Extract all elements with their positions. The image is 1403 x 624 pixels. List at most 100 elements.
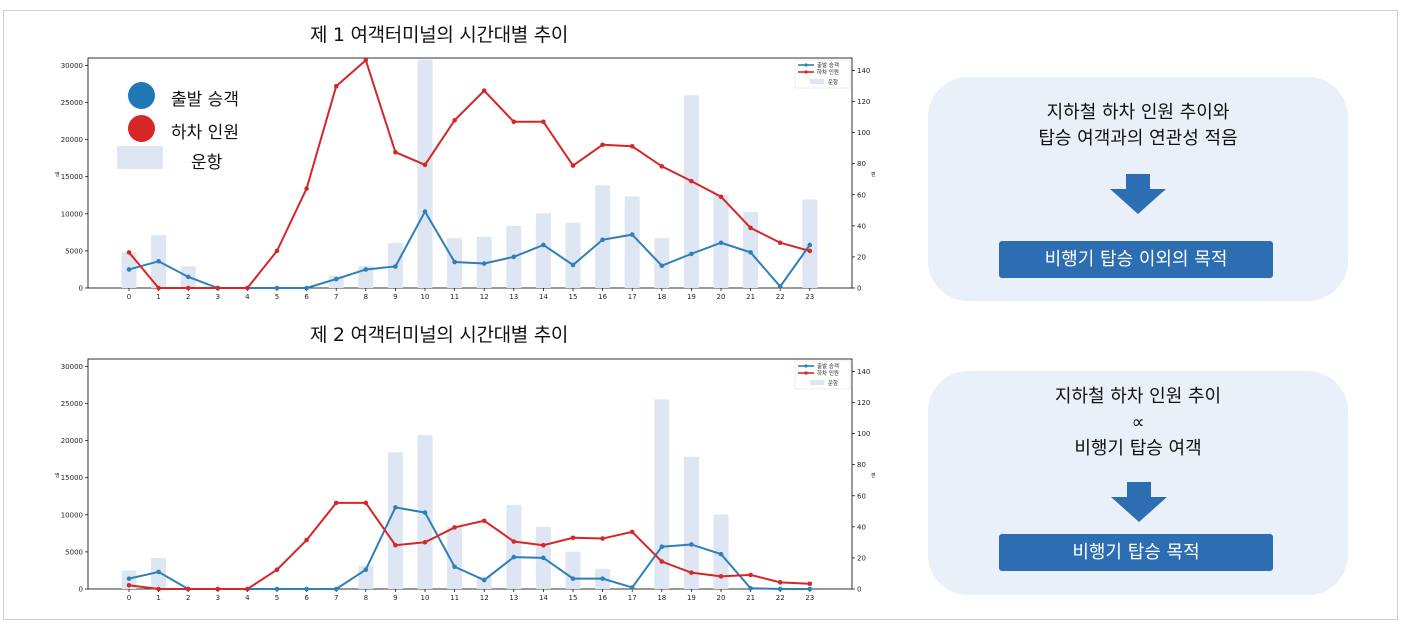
x-tick-label-18: 18	[657, 594, 666, 602]
point-출발 승객-7	[333, 276, 339, 282]
bar-flights-15	[565, 551, 581, 589]
y-tick-label-left: 10000	[61, 511, 83, 519]
series-line-하차 인원	[128, 501, 810, 590]
point-하차 인원-10	[422, 162, 428, 168]
point-하차 인원-19	[689, 570, 694, 575]
point-하차 인원-21	[748, 572, 753, 578]
insight-panel-1: 지하철 하차 인원 추이와 탑승 여객과의 연관성 적음 비행기 탑승 이외의 …	[928, 77, 1348, 301]
point-출발 승객-1	[156, 569, 161, 575]
y-tick-label-left: 15000	[61, 173, 83, 181]
y-tick-label-left: 20000	[61, 136, 83, 144]
point-하차 인원-3	[215, 586, 221, 592]
point-하차 인원-19	[689, 178, 694, 184]
y-tick-label-left: 30000	[61, 363, 83, 371]
y-tick-label-left: 30000	[61, 62, 83, 70]
point-하차 인원-23	[807, 248, 813, 254]
point-출발 승객-0	[126, 267, 132, 272]
point-출발 승객-22	[777, 586, 783, 592]
point-하차 인원-7	[333, 83, 339, 89]
x-tick-label-0: 0	[127, 594, 131, 602]
x-tick-label-17: 17	[628, 293, 637, 301]
point-출발 승객-10	[422, 209, 428, 214]
point-하차 인원-0	[126, 582, 132, 588]
chart-title-terminal-1: 제 1 여객터미널의 시간대별 추이	[310, 24, 569, 46]
point-하차 인원-17	[629, 143, 635, 149]
legend-label-하차 인원: 하차 인원	[817, 369, 839, 377]
point-하차 인원-16	[600, 142, 605, 148]
point-하차 인원-6	[304, 186, 309, 191]
x-tick-label-12: 12	[480, 594, 489, 602]
point-출발 승객-19	[689, 251, 694, 257]
point-출발 승객-15	[570, 262, 576, 268]
point-하차 인원-0	[126, 250, 132, 255]
point-출발 승객-18	[659, 263, 665, 269]
point-하차 인원-9	[393, 542, 398, 548]
bar-flights-13	[506, 505, 522, 589]
point-하차 인원-5	[274, 248, 280, 254]
point-출발 승객-9	[393, 505, 398, 510]
x-tick-label-17: 17	[628, 594, 637, 602]
y-axis-label-left: 명	[55, 171, 60, 178]
legend-label-출발 승객: 출발 승객	[817, 61, 839, 69]
x-tick-label-9: 9	[393, 594, 397, 602]
point-하차 인원-7	[333, 500, 339, 506]
y-tick-label-right: 60	[857, 191, 866, 199]
x-tick-label-16: 16	[598, 594, 607, 602]
y-tick-label-right: 40	[857, 222, 866, 230]
down-arrow-icon	[1110, 174, 1166, 214]
point-하차 인원-15	[570, 535, 576, 541]
x-tick-label-11: 11	[450, 594, 459, 602]
x-tick-label-10: 10	[421, 293, 430, 301]
y-tick-label-left: 25000	[61, 400, 83, 408]
series-line-출발 승객	[128, 506, 810, 590]
point-출발 승객-20	[718, 240, 724, 246]
point-출발 승객-13	[511, 554, 517, 560]
x-tick-label-21: 21	[746, 594, 755, 602]
x-tick-label-3: 3	[216, 594, 220, 602]
flights-legend-rect	[117, 146, 163, 169]
point-출발 승객-19	[689, 542, 694, 547]
y-tick-label-right: 40	[857, 523, 866, 531]
insight-panel-2: 지하철 하차 인원 추이 ∝ 비행기 탑승 여객 비행기 탑승 목적	[928, 371, 1348, 595]
point-출발 승객-1	[156, 258, 161, 264]
x-tick-label-5: 5	[275, 594, 279, 602]
x-tick-label-10: 10	[421, 594, 430, 602]
y-tick-label-left: 5000	[65, 247, 83, 255]
x-tick-label-7: 7	[334, 293, 338, 301]
point-하차 인원-13	[511, 119, 517, 125]
point-출발 승객-21	[748, 585, 753, 591]
x-tick-label-18: 18	[657, 293, 666, 301]
point-하차 인원-21	[748, 225, 753, 231]
point-하차 인원-4	[245, 586, 250, 592]
point-출발 승객-8	[363, 567, 369, 573]
legend-marker-하차 인원	[804, 70, 808, 74]
bar-flights-20	[713, 514, 729, 589]
x-tick-label-11: 11	[450, 293, 459, 301]
point-출발 승객-15	[570, 576, 576, 581]
y-tick-label-right: 60	[857, 492, 866, 500]
panel-2-line-1: 지하철 하차 인원 추이	[1054, 386, 1222, 407]
x-tick-label-19: 19	[687, 594, 696, 602]
y-tick-label-right: 0	[857, 586, 861, 594]
y-tick-label-left: 15000	[61, 474, 83, 482]
y-tick-label-left: 0	[79, 586, 83, 594]
alighting-legend-label: 하차 인원	[171, 123, 239, 143]
point-출발 승객-13	[511, 254, 517, 260]
y-tick-label-left: 5000	[65, 548, 83, 556]
bar-flights-17	[624, 196, 640, 288]
point-하차 인원-20	[718, 194, 724, 200]
y-tick-label-left: 0	[79, 285, 83, 293]
x-tick-label-23: 23	[805, 293, 814, 301]
x-tick-label-20: 20	[717, 594, 726, 602]
plot-area	[87, 358, 853, 590]
figure-frame	[3, 10, 1398, 620]
point-출발 승객-21	[748, 250, 753, 255]
y-axis-label-right: 편	[871, 171, 876, 178]
legend-marker-출발 승객	[804, 63, 808, 67]
chart-terminal-2: 0500010000150002000025000300000204060801…	[55, 358, 876, 602]
x-tick-label-7: 7	[334, 594, 338, 602]
point-하차 인원-8	[363, 500, 369, 506]
x-tick-label-2: 2	[186, 293, 190, 301]
point-출발 승객-22	[777, 284, 783, 289]
bar-flights-19	[683, 456, 699, 589]
